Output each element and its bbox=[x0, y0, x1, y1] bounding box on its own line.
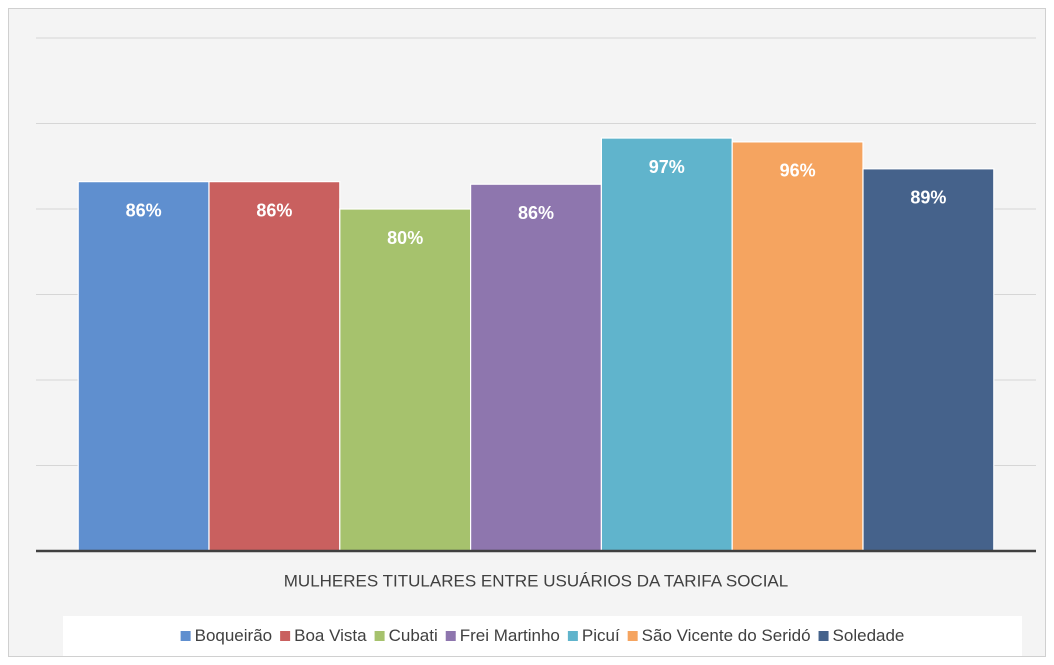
legend-swatch bbox=[627, 631, 638, 641]
data-label: 86% bbox=[126, 200, 162, 220]
legend-swatch bbox=[567, 631, 578, 641]
legend-swatch bbox=[180, 631, 191, 641]
legend-swatch bbox=[445, 631, 456, 641]
bar bbox=[600, 137, 733, 552]
data-label: 86% bbox=[256, 200, 292, 220]
legend-box bbox=[63, 616, 1022, 656]
data-label: 86% bbox=[518, 203, 554, 223]
bar bbox=[77, 181, 210, 552]
legend-label: Picuí bbox=[582, 626, 620, 645]
legend-swatch bbox=[818, 631, 829, 641]
data-label: 96% bbox=[780, 161, 816, 181]
legend-label: Boa Vista bbox=[294, 626, 367, 645]
legend-label: Soledade bbox=[833, 626, 905, 645]
data-label: 80% bbox=[387, 228, 423, 248]
bar bbox=[731, 141, 864, 552]
legend-label: Cubati bbox=[389, 626, 438, 645]
bar bbox=[208, 181, 341, 552]
legend-swatch bbox=[374, 631, 385, 641]
legend-label: São Vicente do Seridó bbox=[642, 626, 811, 645]
legend-swatch bbox=[280, 631, 291, 641]
legend-label: Frei Martinho bbox=[460, 626, 560, 645]
bar bbox=[862, 168, 995, 552]
x-tick-label: MULHERES TITULARES ENTRE USUÁRIOS DA TAR… bbox=[284, 571, 788, 590]
data-label: 97% bbox=[649, 157, 685, 177]
legend-label: Boqueirão bbox=[195, 626, 273, 645]
data-label: 89% bbox=[910, 188, 946, 208]
bar bbox=[470, 183, 603, 552]
bar bbox=[339, 208, 472, 552]
